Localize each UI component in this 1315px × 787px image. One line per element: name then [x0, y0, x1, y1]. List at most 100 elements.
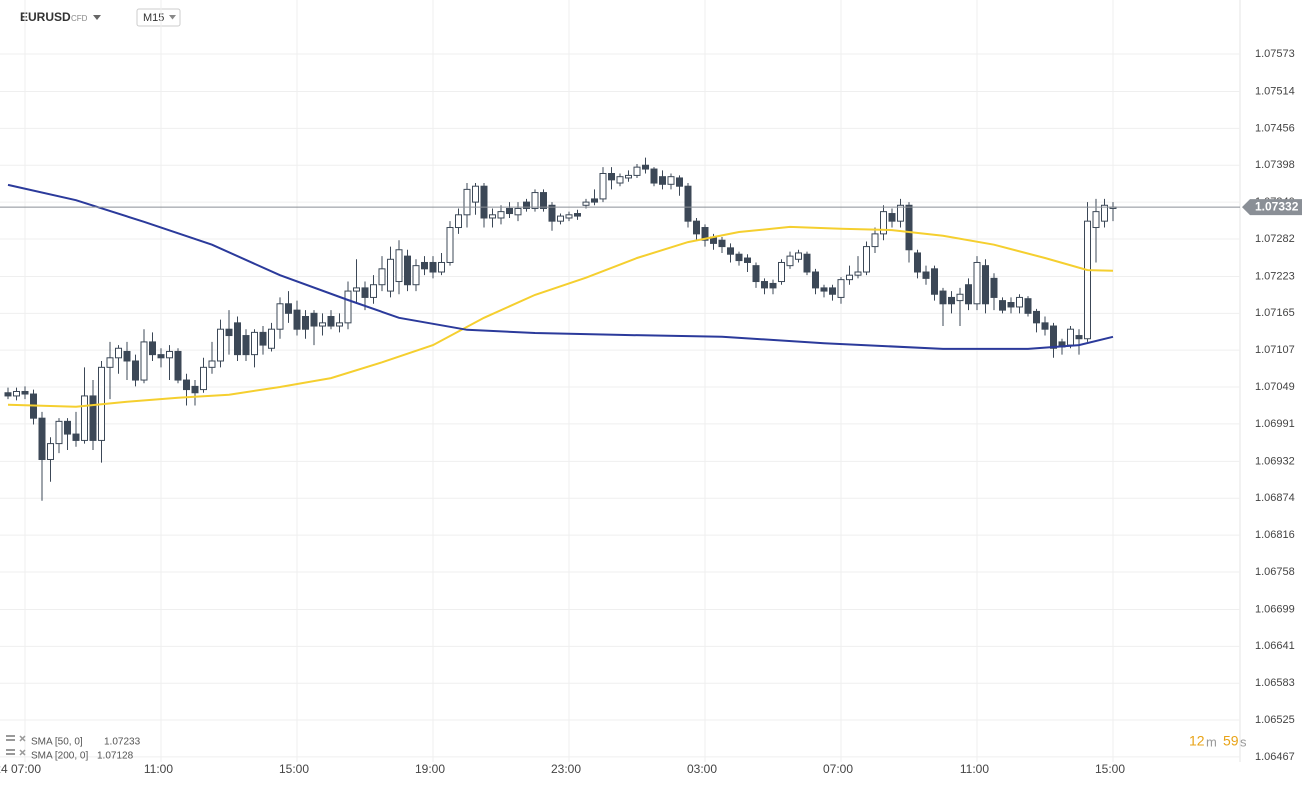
countdown: 12 m 59 s	[1189, 733, 1247, 750]
candle-body	[948, 296, 955, 305]
legend-icon[interactable]	[6, 735, 15, 737]
y-tick-label: 1.06525	[1255, 714, 1295, 726]
candle-body	[854, 271, 862, 276]
candle-body	[931, 268, 938, 295]
candle-body	[795, 252, 802, 260]
candle-body	[625, 174, 632, 179]
plot	[4, 157, 1117, 501]
y-tick-label: 1.06816	[1255, 529, 1295, 541]
candle-body	[608, 172, 615, 181]
candle-body	[302, 315, 309, 330]
candle-body	[463, 188, 471, 216]
y-tick-label: 1.06991	[1255, 418, 1295, 430]
candle-body	[744, 257, 751, 263]
y-tick-label: 1.07282	[1255, 233, 1295, 245]
legend-icon[interactable]	[6, 753, 15, 755]
candle-body	[21, 390, 29, 395]
candle-body	[225, 328, 233, 337]
y-tick-label: 1.07398	[1255, 159, 1295, 171]
candle-body	[412, 265, 420, 286]
candle-body	[319, 322, 326, 327]
legend-label: SMA [50, 0]	[31, 737, 83, 748]
candle-body	[157, 354, 165, 359]
candle-body	[13, 390, 20, 397]
legend-remove[interactable]	[19, 749, 26, 756]
candle-body	[803, 253, 811, 273]
candle-body	[846, 274, 853, 281]
y-tick-label: 1.07223	[1255, 270, 1295, 282]
candle-body	[769, 282, 777, 289]
y-tick-label: 1.07456	[1255, 122, 1295, 134]
candle-body	[404, 255, 411, 286]
candle-body	[123, 350, 131, 362]
candle-body	[633, 166, 641, 176]
candle-body	[973, 261, 981, 305]
candle-body	[1092, 211, 1100, 229]
candle-body	[81, 395, 88, 441]
legend-remove[interactable]	[19, 735, 26, 742]
candle-body	[208, 360, 216, 368]
candle-body	[234, 322, 241, 356]
x-tick-label: 15:00	[279, 762, 309, 776]
y-tick-label: 1.07165	[1255, 307, 1295, 319]
candle-body	[565, 214, 573, 219]
candle-body	[1050, 325, 1057, 349]
candle-body	[106, 357, 114, 368]
candle-body	[38, 417, 46, 460]
countdown-minutes: 12	[1189, 733, 1205, 749]
candle-body	[752, 265, 760, 283]
instrument-type: CFD	[71, 14, 88, 23]
legend-icon[interactable]	[6, 739, 15, 741]
candle-body	[667, 176, 675, 185]
candle-body	[183, 379, 190, 391]
x-tick-label: 17.06.2024 07:00	[0, 762, 41, 776]
candle-body	[693, 220, 700, 235]
candle-body	[778, 261, 785, 283]
candle-body	[701, 227, 709, 241]
candle-body	[863, 246, 870, 273]
candle-body	[47, 443, 54, 460]
candle-body	[387, 258, 394, 292]
candle-body	[574, 213, 581, 217]
candle-body	[514, 207, 522, 216]
candle-body	[191, 385, 199, 394]
symbol[interactable]: EURUSD	[20, 10, 71, 24]
x-tick-label: 11:00	[960, 762, 989, 776]
y-tick-label: 1.06874	[1255, 492, 1295, 504]
candle-body	[956, 293, 964, 302]
candle-body	[259, 331, 267, 346]
price-label: 1.07332	[1255, 199, 1299, 213]
candle-body	[242, 335, 250, 356]
candle-body	[735, 253, 743, 262]
candle-body	[149, 341, 156, 356]
candle-body	[217, 328, 224, 362]
legend-value: 1.07233	[104, 737, 141, 748]
symbol-dropdown[interactable]	[93, 15, 101, 20]
candle-body	[684, 185, 692, 222]
legend-icon[interactable]	[6, 749, 15, 751]
candle-body	[446, 227, 454, 263]
candle-body	[1024, 298, 1032, 314]
candle-body	[829, 287, 836, 295]
candle-body	[812, 271, 819, 289]
candle-body	[327, 315, 335, 327]
candle-body	[429, 261, 437, 273]
candle-body	[489, 214, 496, 219]
timeframe-button[interactable]	[136, 8, 181, 27]
candle-body	[786, 255, 794, 267]
candle-body	[1041, 322, 1049, 330]
countdown-unit: s	[1240, 734, 1247, 749]
candle-body	[650, 168, 658, 184]
candle-body	[251, 331, 258, 356]
candle-body	[1075, 335, 1083, 340]
y-tick-label: 1.06758	[1255, 566, 1295, 578]
candle-body	[378, 268, 386, 286]
candle-body	[497, 211, 505, 219]
candle-body	[276, 303, 284, 330]
candle-body	[965, 284, 972, 305]
candle-body	[310, 312, 318, 327]
candle-body	[659, 176, 666, 185]
overlay: 1.07332	[0, 199, 1302, 216]
candle-body	[472, 185, 479, 203]
